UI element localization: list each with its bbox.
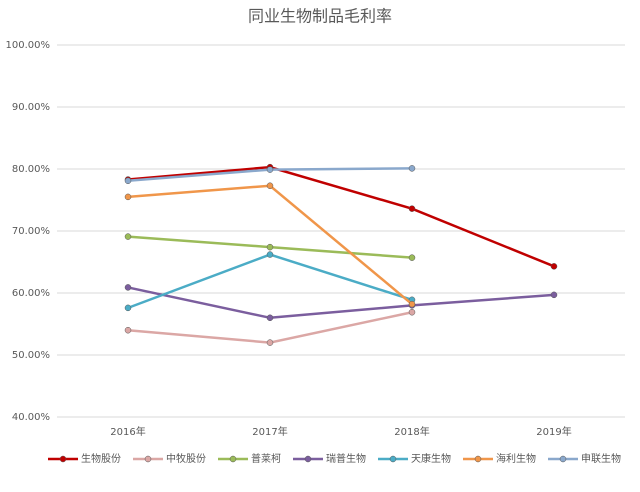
y-tick-label: 50.00%	[12, 350, 50, 361]
legend-item: 申联生物	[548, 452, 621, 465]
legend-marker	[59, 455, 67, 463]
data-point	[408, 254, 416, 261]
data-point	[550, 263, 558, 270]
data-point	[124, 233, 132, 240]
data-point	[550, 291, 558, 299]
data-point	[266, 243, 274, 251]
legend-label: 中牧股份	[166, 452, 206, 465]
data-point	[408, 165, 416, 172]
legend-label: 申联生物	[581, 452, 621, 465]
data-point	[408, 308, 416, 316]
legend-marker	[144, 455, 152, 463]
x-tick-label: 2019年	[536, 425, 571, 438]
legend-marker	[559, 455, 567, 463]
legend-label: 生物股份	[81, 452, 121, 465]
legend-item: 瑞普生物	[293, 452, 366, 465]
y-tick-label: 40.00%	[12, 412, 50, 423]
legend-marker	[229, 455, 237, 463]
y-tick-label: 60.00%	[12, 288, 50, 299]
legend-label: 普莱柯	[251, 452, 281, 465]
series-line	[127, 165, 555, 268]
legend-marker	[474, 455, 482, 463]
legend-label: 海利生物	[496, 452, 536, 465]
x-tick-label: 2018年	[394, 425, 429, 438]
series-line	[127, 253, 413, 310]
legend-marker	[389, 455, 397, 463]
data-point	[408, 205, 416, 212]
chart-title: 同业生物制品毛利率	[248, 7, 392, 26]
series-line	[127, 286, 555, 320]
data-point	[266, 166, 274, 173]
legend-item: 生物股份	[48, 452, 121, 465]
data-point	[124, 304, 132, 312]
data-point	[124, 326, 132, 334]
data-point	[266, 251, 274, 258]
legend-item: 普莱柯	[218, 452, 281, 465]
legend-item: 海利生物	[463, 452, 536, 465]
legend-label: 天康生物	[411, 452, 451, 465]
legend-marker	[304, 455, 312, 463]
y-tick-label: 80.00%	[12, 164, 50, 175]
x-tick-label: 2016年	[110, 425, 145, 438]
data-point	[408, 300, 416, 308]
data-point	[266, 182, 274, 189]
y-tick-label: 100.00%	[6, 40, 51, 51]
data-point	[124, 177, 132, 185]
data-point	[266, 314, 274, 322]
legend-item: 天康生物	[378, 452, 451, 465]
x-tick-label: 2017年	[252, 425, 287, 438]
data-point	[124, 284, 132, 291]
legend-label: 瑞普生物	[326, 452, 366, 465]
data-point	[266, 339, 274, 346]
data-point	[124, 193, 132, 201]
y-tick-label: 70.00%	[12, 226, 50, 237]
legend-item: 中牧股份	[133, 452, 206, 465]
y-tick-label: 90.00%	[12, 102, 50, 113]
